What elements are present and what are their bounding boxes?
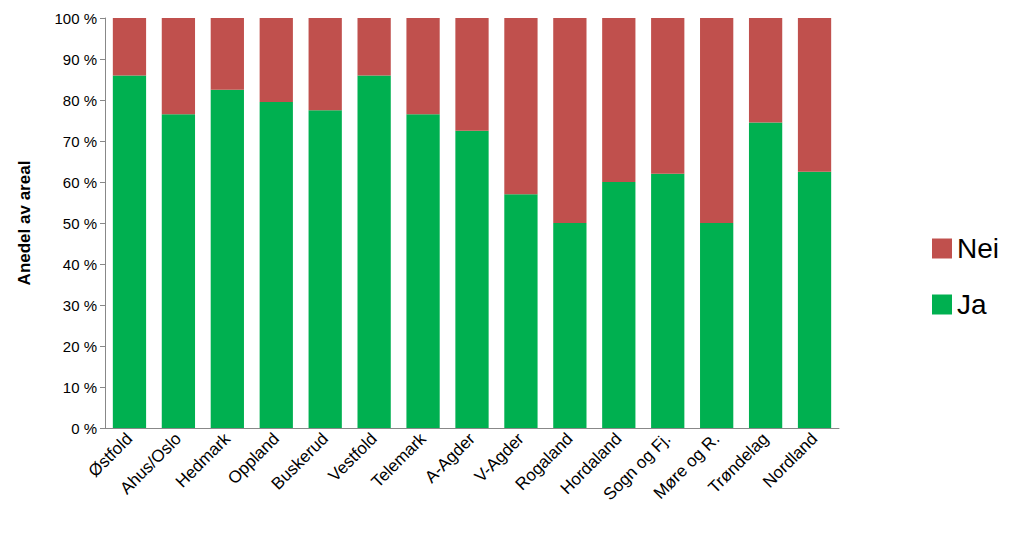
svg-text:60 %: 60 % [63,174,97,191]
svg-text:30 %: 30 % [63,297,97,314]
svg-text:Trøndelag: Trøndelag [705,429,773,497]
svg-text:90 %: 90 % [63,51,97,68]
svg-text:Oppland: Oppland [224,429,283,489]
svg-text:Sogn og Fj.: Sogn og Fj. [599,429,675,505]
svg-text:10 %: 10 % [63,379,97,396]
svg-text:Buskerud: Buskerud [268,429,332,493]
svg-text:Anedel av areal: Anedel av areal [15,161,34,286]
svg-text:80 %: 80 % [63,92,97,109]
svg-text:Møre og R.: Møre og R. [649,429,724,503]
svg-text:Østfold: Østfold [84,429,137,481]
svg-text:Rogaland: Rogaland [511,429,577,495]
svg-text:Nei: Nei [957,233,999,264]
svg-text:20 %: 20 % [63,338,97,355]
svg-text:40 %: 40 % [63,256,97,273]
svg-text:70 %: 70 % [63,133,97,150]
svg-text:V-Agder: V-Agder [470,429,528,487]
svg-text:Hordaland: Hordaland [556,429,626,499]
svg-text:Telemark: Telemark [368,429,431,492]
svg-text:Ja: Ja [957,289,987,320]
svg-text:Hedmark: Hedmark [172,429,235,492]
svg-text:Ahus/Oslo: Ahus/Oslo [116,429,185,498]
svg-text:Vestfold: Vestfold [324,429,381,486]
svg-text:50 %: 50 % [63,215,97,232]
svg-text:0 %: 0 % [71,420,97,437]
svg-text:Nordland: Nordland [759,429,821,491]
svg-text:100 %: 100 % [54,10,97,27]
svg-text:A-Agder: A-Agder [421,429,479,487]
